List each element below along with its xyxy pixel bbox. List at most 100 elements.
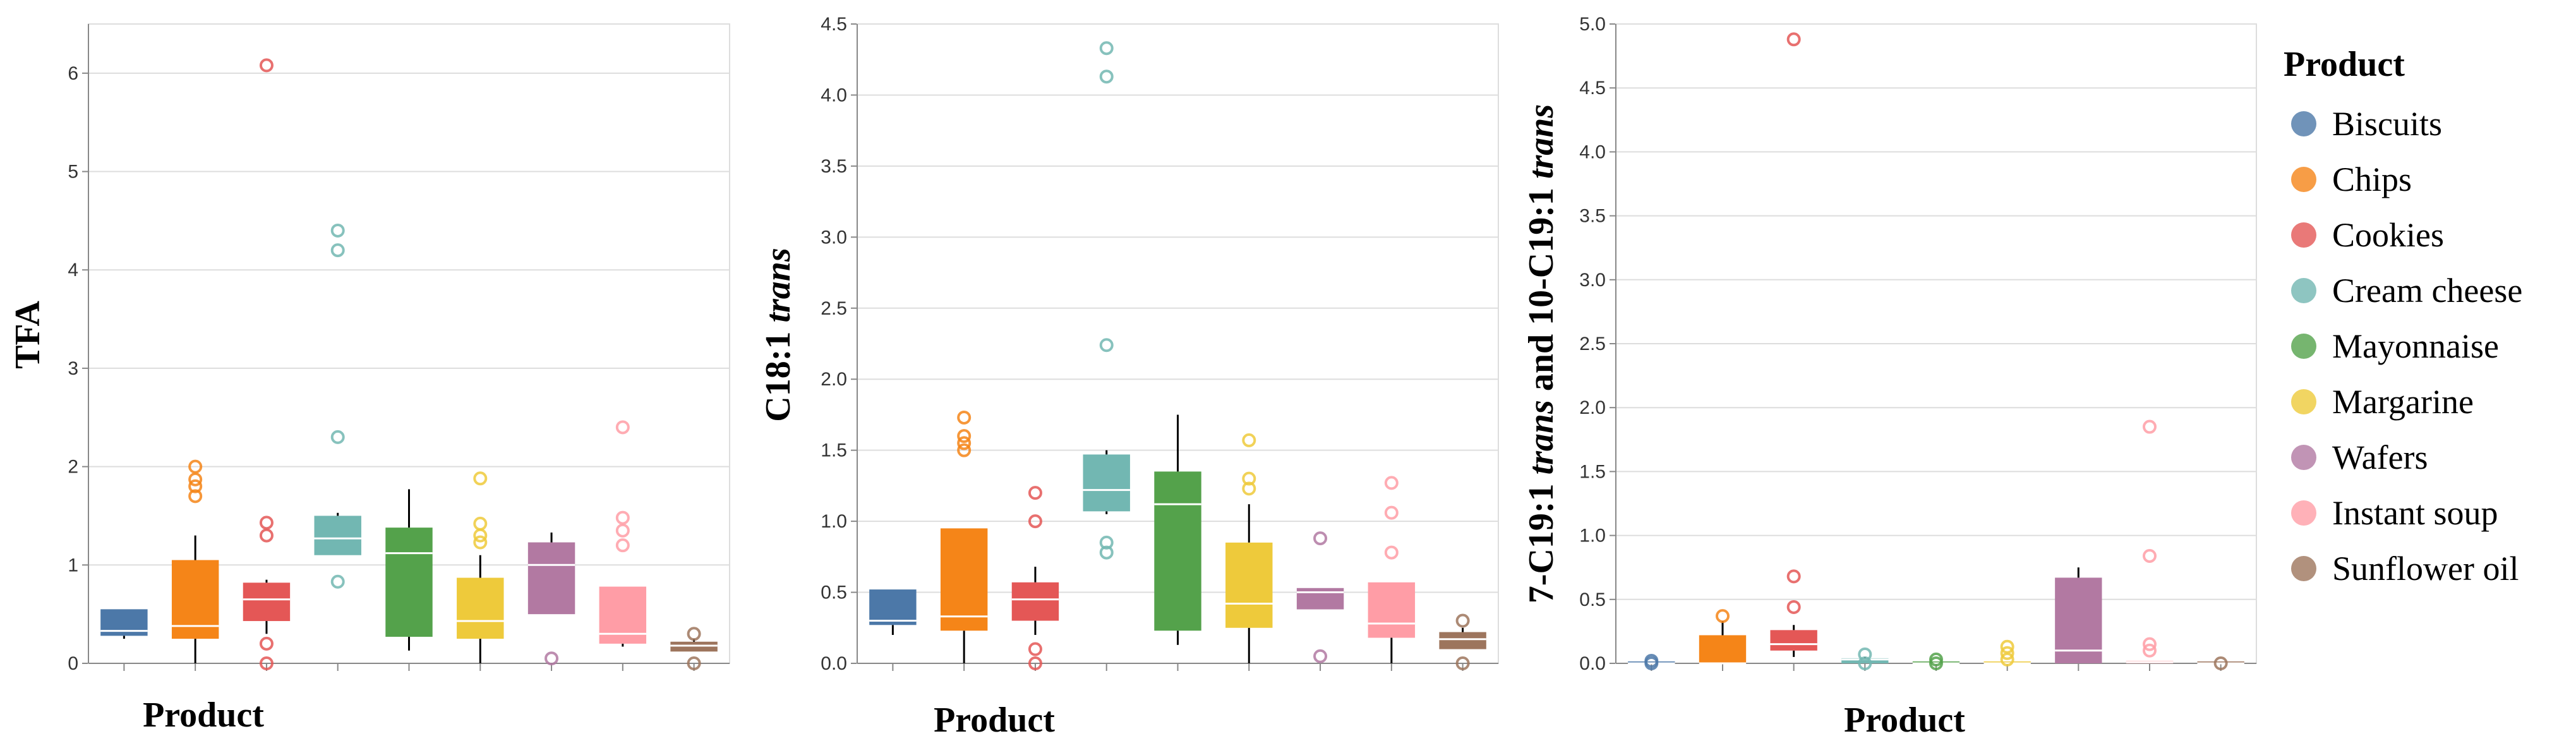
- y-axis-title-plain: C18:1: [759, 323, 798, 422]
- y-axis-title-part-4: trans: [1522, 104, 1561, 179]
- y-tick-label: 1.0: [821, 511, 847, 532]
- legend-title: Product: [2284, 45, 2405, 84]
- outlier-point: [2000, 652, 2014, 667]
- box-body: [1699, 635, 1747, 663]
- outlier-point: [330, 243, 345, 258]
- outlier-point: [1099, 69, 1114, 84]
- legend-item-cream-cheese: Cream cheese: [2291, 272, 2522, 310]
- box-instant-soup: [599, 420, 647, 647]
- box-body: [1011, 582, 1059, 621]
- y-tick-label: 2.5: [1579, 334, 1606, 354]
- outlier-point: [259, 656, 274, 670]
- outlier-point: [1384, 545, 1399, 560]
- legend-swatch: [2291, 278, 2316, 303]
- y-tick-label: 3: [68, 358, 78, 379]
- box-body: [1083, 454, 1130, 512]
- box-chips: [1699, 609, 1747, 665]
- y-tick-labels: 0 1 2 3 4 5 6: [68, 63, 78, 674]
- outlier-point: [1313, 531, 1328, 546]
- outlier-point: [1242, 433, 1256, 447]
- box-cookies: [1770, 32, 1817, 657]
- outlier-point: [1786, 600, 1801, 614]
- outlier-point: [1455, 613, 1470, 628]
- box-cream-cheese: [314, 223, 361, 589]
- y-tick-label: 4.0: [1579, 142, 1606, 162]
- y-tick-label: 6: [68, 63, 78, 84]
- outlier-point: [1644, 653, 1659, 668]
- box-cookies: [243, 58, 291, 670]
- box-marks: [1628, 32, 2244, 670]
- legend-label: Cookies: [2332, 216, 2444, 254]
- outlier-point: [1028, 514, 1042, 529]
- legend-item-cookies: Cookies: [2291, 216, 2444, 254]
- box-wafers: [2055, 567, 2102, 663]
- legend-swatch: [2291, 334, 2316, 359]
- box-body: [1439, 632, 1486, 649]
- box-mayonnaise: [1154, 414, 1201, 645]
- legend-swatch: [2291, 500, 2316, 526]
- outlier-point: [957, 443, 972, 457]
- chart-panel-tfa: 0 1 2 3 4 5 6 Product TFA: [8, 23, 730, 735]
- box-cookies: [1011, 486, 1059, 670]
- box-body: [527, 542, 575, 615]
- outlier-point: [957, 436, 972, 450]
- legend-item-sunflower-oil: Sunflower oil: [2291, 550, 2519, 588]
- outlier-point: [1858, 647, 1872, 661]
- outlier-point: [1028, 486, 1042, 500]
- outlier-point: [1786, 32, 1801, 47]
- legend-label: Instant soup: [2332, 494, 2498, 532]
- box-sunflower-oil: [670, 627, 718, 670]
- legend-swatch: [2291, 167, 2316, 192]
- outlier-point: [1242, 481, 1256, 496]
- outlier-point: [2000, 646, 2014, 660]
- outlier-point: [2143, 548, 2157, 563]
- y-tick-label: 1.5: [1579, 461, 1606, 482]
- box-sunflower-oil: [1439, 613, 1486, 670]
- outlier-point: [1858, 656, 1872, 670]
- outlier-point: [2213, 656, 2228, 670]
- outlier-point: [188, 472, 203, 486]
- y-tick-label: 0: [68, 653, 78, 674]
- y-tick-label: 4.5: [1579, 78, 1606, 99]
- x-axis-title: Product: [143, 696, 264, 735]
- box-mayonnaise: [1912, 652, 1960, 670]
- box-wafers: [1296, 531, 1344, 663]
- x-axis-title: Product: [1844, 701, 1965, 740]
- y-tick-label: 5.0: [1579, 14, 1606, 35]
- outlier-point: [615, 420, 630, 435]
- y-tick-label: 1: [68, 555, 78, 576]
- legend-items: Biscuits Chips Cookies Cream cheese Mayonnai…: [2291, 105, 2522, 588]
- y-tick-label: 0.5: [1579, 589, 1606, 610]
- outlier-point: [1242, 471, 1256, 486]
- box-biscuits: [100, 609, 148, 639]
- outlier-point: [2143, 637, 2157, 651]
- box-body: [869, 589, 917, 625]
- legend-swatch: [2291, 222, 2316, 248]
- grid-lines: [1616, 23, 2256, 664]
- legend-item-biscuits: Biscuits: [2291, 105, 2442, 143]
- legend-swatch: [2291, 111, 2316, 136]
- box-body: [1368, 582, 1416, 638]
- outlier-point: [1929, 652, 1943, 667]
- legend-item-margarine: Margarine: [2291, 383, 2474, 421]
- y-tick-label: 2: [68, 457, 78, 478]
- y-tick-label: 0.5: [821, 582, 847, 603]
- legend-label: Cream cheese: [2332, 272, 2522, 310]
- chart-panel-c191-trans: 0.0 0.5 1.0 1.5 2.0 2.5 3.0 3.5 4.0 4.5 5.0 Produc…: [1522, 14, 2257, 740]
- outlier-point: [259, 58, 274, 73]
- y-tick-labels: 0.0 0.5 1.0 1.5 2.0 2.5 3.0 3.5 4.0 4.5: [821, 14, 847, 674]
- y-tick-label: 0.0: [1579, 653, 1606, 674]
- outlier-point: [1099, 338, 1114, 353]
- box-body: [1770, 630, 1817, 651]
- outlier-point: [330, 430, 345, 444]
- y-axis-title-part-1: 7-C19:1: [1522, 474, 1561, 603]
- legend-item-wafers: Wafers: [2291, 438, 2428, 476]
- box-sunflower-oil: [2197, 656, 2244, 670]
- outlier-point: [1455, 656, 1470, 670]
- outlier-point: [473, 535, 488, 550]
- y-tick-label: 4.5: [821, 14, 847, 35]
- box-cream-cheese: [1841, 647, 1889, 670]
- box-body: [1154, 471, 1201, 631]
- legend-item-instant-soup: Instant soup: [2291, 494, 2498, 532]
